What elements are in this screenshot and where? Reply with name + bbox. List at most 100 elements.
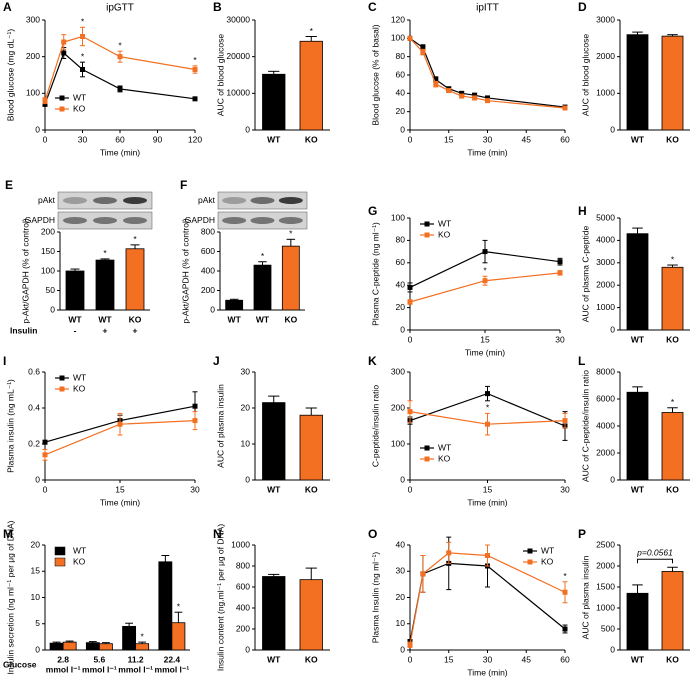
y-tick-label: 40 bbox=[396, 279, 406, 289]
y-tick-label: 0 bbox=[35, 474, 40, 484]
y-tick-label: 600 bbox=[236, 581, 250, 591]
y-tick-label: 10000 bbox=[226, 88, 250, 98]
blot-label: GAPDH bbox=[185, 215, 215, 225]
bar bbox=[299, 414, 323, 481]
y-axis-label: Insulin content (ng.ml⁻¹ per μg of DNA) bbox=[215, 524, 225, 672]
blot-band bbox=[278, 217, 303, 224]
y-tick-label: 2000 bbox=[596, 447, 615, 457]
x-tick-label: 60 bbox=[115, 134, 125, 144]
x-tick-label: WT bbox=[267, 654, 281, 664]
y-axis-label: Plasma insulin (ng mL⁻¹) bbox=[5, 379, 15, 473]
x-tick-label: 15 bbox=[444, 134, 454, 144]
point bbox=[117, 54, 123, 60]
panel-letter: L bbox=[578, 354, 585, 368]
x-tick-label: 30 bbox=[560, 484, 570, 494]
x-axis-label: Time (min) bbox=[467, 667, 507, 677]
x-tick-label: KO bbox=[666, 134, 679, 144]
x-tick-label: 15 bbox=[483, 484, 493, 494]
legend-label: WT bbox=[541, 545, 554, 555]
bar bbox=[661, 412, 684, 481]
x-tick-unit: mmol l⁻¹ bbox=[155, 664, 190, 674]
y-axis-label: Blood glucose (% of basal) bbox=[370, 24, 380, 125]
y-tick-label: 3000 bbox=[596, 14, 615, 24]
y-tick-label: 0 bbox=[400, 324, 405, 334]
legend-label: WT bbox=[438, 442, 451, 452]
y-tick-label: 0 bbox=[245, 644, 250, 654]
point bbox=[562, 626, 568, 632]
x-tick-label: WT bbox=[631, 134, 645, 144]
point bbox=[192, 418, 198, 424]
x-tick-label: KO bbox=[305, 654, 318, 664]
bar bbox=[626, 34, 649, 131]
legend-marker bbox=[59, 106, 65, 112]
point bbox=[485, 391, 490, 397]
bar bbox=[125, 248, 145, 311]
point bbox=[117, 86, 123, 92]
y-tick-label: 300 bbox=[391, 366, 405, 376]
point bbox=[562, 589, 568, 595]
y-tick-label: 10 bbox=[31, 592, 41, 602]
panel-letter: N bbox=[213, 527, 222, 541]
bar bbox=[626, 391, 649, 481]
annotation: * bbox=[193, 55, 197, 65]
bar bbox=[171, 622, 186, 651]
x-tick-label: 0 bbox=[43, 484, 48, 494]
blot-band bbox=[123, 217, 147, 224]
blot-label: pAkt bbox=[38, 195, 56, 205]
y-tick-label: 3000 bbox=[596, 257, 615, 267]
y-axis-label: Plasma Insulin (ng ml⁻¹) bbox=[370, 552, 380, 644]
x-tick-label: 45 bbox=[522, 654, 532, 664]
x-tick-label: KO bbox=[305, 134, 318, 144]
row-value: + bbox=[103, 325, 108, 335]
y-tick-label: 4000 bbox=[596, 235, 615, 245]
panel-letter: O bbox=[368, 527, 377, 541]
point bbox=[61, 50, 67, 56]
x-axis-label: Glucose bbox=[3, 659, 37, 669]
legend-swatch bbox=[54, 557, 66, 567]
y-tick-label: 30000 bbox=[226, 14, 250, 24]
y-tick-label: 1000 bbox=[231, 539, 250, 549]
point bbox=[407, 284, 413, 290]
y-tick-label: 60 bbox=[396, 257, 406, 267]
y-tick-label: 0.4 bbox=[28, 402, 40, 412]
panel-letter: J bbox=[213, 354, 220, 368]
legend-label: WT bbox=[73, 372, 86, 382]
x-axis-label: Time (min) bbox=[100, 147, 140, 157]
y-tick-label: 100 bbox=[391, 212, 405, 222]
annotation: * bbox=[671, 254, 675, 264]
x-tick-label: KO bbox=[284, 314, 297, 324]
x-tick-label: 2.8 bbox=[57, 654, 69, 664]
annotation: * bbox=[43, 439, 47, 449]
y-tick-label: 0 bbox=[400, 474, 405, 484]
y-axis-label: Plasma C-peptide (ng ml⁻¹) bbox=[370, 222, 380, 326]
blot-band bbox=[250, 217, 275, 224]
y-tick-label: 0 bbox=[400, 644, 405, 654]
x-tick-label: 0 bbox=[408, 134, 413, 144]
x-tick-label: 30 bbox=[78, 134, 88, 144]
point bbox=[407, 409, 413, 415]
legend-label: KO bbox=[438, 453, 451, 463]
y-axis-label: Blood glucose (mg dL⁻¹) bbox=[5, 29, 15, 122]
annotation: * bbox=[671, 397, 675, 407]
y-axis-label: AUC of plasma C-peptide bbox=[580, 226, 590, 323]
point bbox=[407, 35, 413, 41]
legend-label: WT bbox=[73, 545, 86, 555]
y-tick-label: 0 bbox=[400, 124, 405, 134]
y-tick-label: 40 bbox=[396, 539, 406, 549]
point bbox=[482, 278, 488, 284]
annotation: * bbox=[103, 248, 107, 258]
point bbox=[433, 81, 439, 87]
point bbox=[420, 45, 426, 50]
point bbox=[485, 553, 490, 558]
x-tick-label: 30 bbox=[483, 654, 493, 664]
x-tick-label: KO bbox=[666, 484, 679, 494]
x-tick-label: WT bbox=[228, 314, 242, 324]
panel-letter: M bbox=[3, 527, 13, 541]
y-axis-label: AUC of blood glucose bbox=[580, 34, 590, 116]
x-tick-label: 0 bbox=[408, 484, 413, 494]
y-tick-label: 30 bbox=[241, 366, 251, 376]
point bbox=[557, 270, 563, 276]
legend-marker bbox=[424, 232, 430, 238]
bar bbox=[65, 270, 85, 311]
panel-letter: E bbox=[5, 178, 13, 192]
